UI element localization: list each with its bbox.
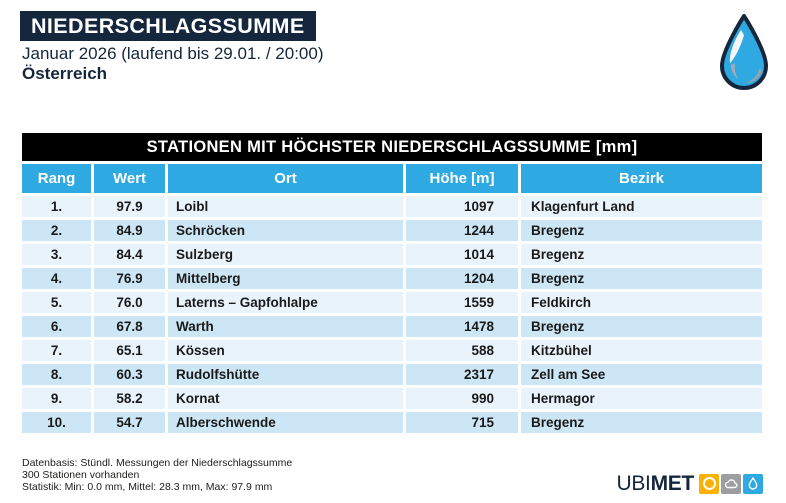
- cell-ort: Loibl: [168, 196, 403, 217]
- table-header-row: Rang Wert Ort Höhe [m] Bezirk: [22, 164, 762, 193]
- cell-rang: 9.: [22, 388, 91, 409]
- cell-ort: Kornat: [168, 388, 403, 409]
- logo-weather-squares: [699, 473, 763, 494]
- cell-ort: Rudolfshütte: [168, 364, 403, 385]
- sun-icon: [699, 473, 719, 494]
- table-row: 7. 65.1 Kössen 588 Kitzbühel: [22, 340, 762, 361]
- cell-bezirk: Bregenz: [521, 412, 762, 433]
- cell-ort: Kössen: [168, 340, 403, 361]
- cell-hoehe: 990: [406, 388, 518, 409]
- cell-bezirk: Bregenz: [521, 268, 762, 289]
- cell-rang: 4.: [22, 268, 91, 289]
- cell-bezirk: Bregenz: [521, 244, 762, 265]
- cell-wert: 97.9: [94, 196, 165, 217]
- cell-bezirk: Zell am See: [521, 364, 762, 385]
- cell-wert: 76.9: [94, 268, 165, 289]
- table-row: 9. 58.2 Kornat 990 Hermagor: [22, 388, 762, 409]
- cell-hoehe: 1244: [406, 220, 518, 241]
- page-subtitle: Januar 2026 (laufend bis 29.01. / 20:00): [22, 44, 324, 63]
- cell-wert: 84.9: [94, 220, 165, 241]
- ubimet-logo: UBIMET: [616, 473, 763, 494]
- cell-ort: Mittelberg: [168, 268, 403, 289]
- column-header-ort: Ort: [168, 164, 403, 193]
- cell-wert: 65.1: [94, 340, 165, 361]
- table-row: 3. 84.4 Sulzberg 1014 Bregenz: [22, 244, 762, 265]
- cell-hoehe: 588: [406, 340, 518, 361]
- footer-notes: Datenbasis: Stündl. Messungen der Nieder…: [22, 457, 293, 493]
- cell-hoehe: 1204: [406, 268, 518, 289]
- cell-hoehe: 715: [406, 412, 518, 433]
- cell-hoehe: 2317: [406, 364, 518, 385]
- cell-bezirk: Bregenz: [521, 220, 762, 241]
- cell-hoehe: 1097: [406, 196, 518, 217]
- cell-rang: 8.: [22, 364, 91, 385]
- cell-wert: 84.4: [94, 244, 165, 265]
- table-title: STATIONEN MIT HÖCHSTER NIEDERSCHLAGSSUMM…: [22, 133, 762, 161]
- cell-rang: 10.: [22, 412, 91, 433]
- cell-wert: 67.8: [94, 316, 165, 337]
- water-drop-icon: [720, 14, 768, 90]
- cell-hoehe: 1478: [406, 316, 518, 337]
- cell-bezirk: Feldkirch: [521, 292, 762, 313]
- cell-bezirk: Klagenfurt Land: [521, 196, 762, 217]
- table-row: 8. 60.3 Rudolfshütte 2317 Zell am See: [22, 364, 762, 385]
- cell-bezirk: Hermagor: [521, 388, 762, 409]
- cell-wert: 76.0: [94, 292, 165, 313]
- cell-wert: 60.3: [94, 364, 165, 385]
- table-body: 1. 97.9 Loibl 1097 Klagenfurt Land 2. 84.9 Schr…: [22, 196, 762, 433]
- table-row: 1. 97.9 Loibl 1097 Klagenfurt Land: [22, 196, 762, 217]
- cell-ort: Schröcken: [168, 220, 403, 241]
- cell-rang: 6.: [22, 316, 91, 337]
- cell-hoehe: 1559: [406, 292, 518, 313]
- cell-rang: 1.: [22, 196, 91, 217]
- column-header-hoehe: Höhe [m]: [406, 164, 518, 193]
- column-header-wert: Wert: [94, 164, 165, 193]
- cell-ort: Sulzberg: [168, 244, 403, 265]
- cell-wert: 58.2: [94, 388, 165, 409]
- footer-line-stationen: 300 Stationen vorhanden: [22, 468, 140, 481]
- logo-text-met: MET: [650, 472, 695, 495]
- cell-hoehe: 1014: [406, 244, 518, 265]
- page-title: NIEDERSCHLAGSSUMME: [20, 11, 316, 41]
- cell-rang: 2.: [22, 220, 91, 241]
- footer-line-statistik: Statistik: Min: 0.0 mm, Mittel: 28.3 mm,…: [22, 480, 273, 493]
- table-row: 6. 67.8 Warth 1478 Bregenz: [22, 316, 762, 337]
- region-label: Österreich: [22, 64, 108, 83]
- ubimet-logo-text: UBIMET: [616, 473, 694, 494]
- cell-bezirk: Bregenz: [521, 316, 762, 337]
- cell-wert: 54.7: [94, 412, 165, 433]
- table-row: 10. 54.7 Alberschwende 715 Bregenz: [22, 412, 762, 433]
- table-row: 2. 84.9 Schröcken 1244 Bregenz: [22, 220, 762, 241]
- footer-line-datenbasis: Datenbasis: Stündl. Messungen der Nieder…: [22, 457, 293, 469]
- precipitation-table: STATIONEN MIT HÖCHSTER NIEDERSCHLAGSSUMM…: [22, 133, 762, 436]
- cell-ort: Warth: [168, 316, 403, 337]
- cell-ort: Alberschwende: [168, 412, 403, 433]
- drop-icon: [743, 473, 763, 494]
- cloud-icon: [721, 473, 741, 494]
- table-row: 4. 76.9 Mittelberg 1204 Bregenz: [22, 268, 762, 289]
- cell-rang: 5.: [22, 292, 91, 313]
- cell-ort: Laterns – Gapfohlalpe: [168, 292, 403, 313]
- cell-rang: 3.: [22, 244, 91, 265]
- cell-rang: 7.: [22, 340, 91, 361]
- logo-text-ubi: UBI: [616, 472, 651, 495]
- table-row: 5. 76.0 Laterns – Gapfohlalpe 1559 Feldkirch: [22, 292, 762, 313]
- column-header-rang: Rang: [22, 164, 91, 193]
- cell-bezirk: Kitzbühel: [521, 340, 762, 361]
- column-header-bezirk: Bezirk: [521, 164, 762, 193]
